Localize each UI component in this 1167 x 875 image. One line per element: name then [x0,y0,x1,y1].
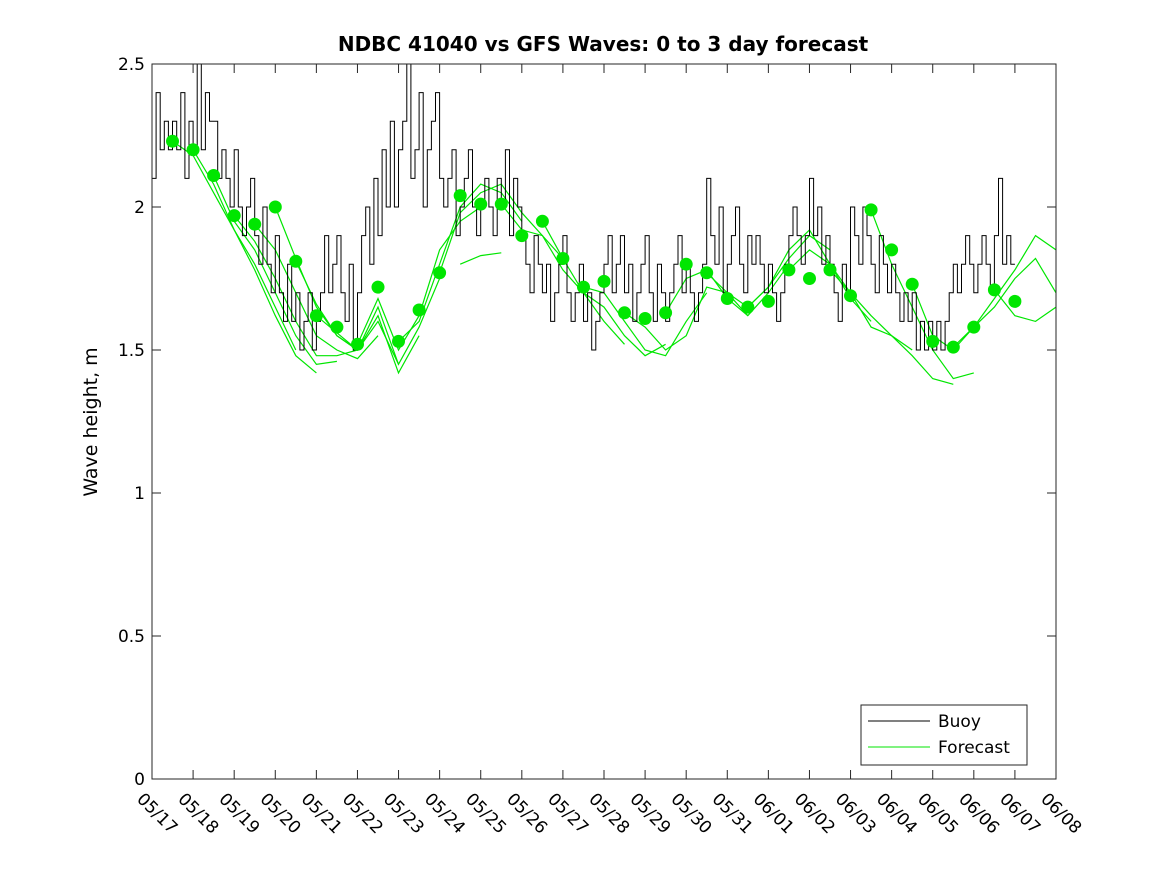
forecast-point [741,300,755,314]
forecast-point [207,169,221,182]
forecast-point [556,252,570,265]
forecast-point [577,280,590,294]
plot-area [152,63,1057,385]
forecast-point [946,340,960,354]
forecast-point [823,263,837,277]
y-tick-label: 1 [134,484,145,504]
forecast-point [186,143,200,157]
forecast-point [720,292,734,305]
forecast-point [227,209,241,223]
forecast-point [926,334,940,348]
forecast-point [844,289,857,303]
forecast-point [166,134,179,148]
forecast-point [905,277,919,291]
forecast-point [803,272,816,285]
forecast-point [679,257,693,271]
forecast-point [330,320,344,334]
y-tick-label: 0.5 [118,627,145,647]
y-tick-label: 2 [134,198,145,218]
forecast-point [515,229,529,243]
buoy-line [152,63,1015,351]
forecast-run-line [192,149,317,374]
forecast-point [371,280,385,294]
forecast-point [309,309,323,323]
y-tick-label: 2.5 [118,55,145,75]
forecast-point [289,254,303,268]
forecast-point [392,334,405,348]
forecast-point [659,306,673,320]
forecast-run-line [993,289,1057,323]
forecast-point [248,217,262,231]
forecast-point [412,303,426,317]
forecast-point [433,266,447,280]
legend-buoy-label: Buoy [938,712,981,732]
forecast-point [1008,294,1022,308]
forecast-point [453,189,467,203]
y-axis-label: Wave height, m [80,347,102,496]
forecast-point [782,263,796,277]
legend-forecast-label: Forecast [938,738,1010,758]
forecast-point [638,312,652,325]
forecast-point [597,274,611,288]
legend-box [860,704,1028,766]
forecast-point [535,214,549,228]
forecast-point [967,320,981,334]
forecast-point [885,243,899,257]
forecast-point [351,337,364,351]
y-tick-label: 1.5 [118,341,145,361]
forecast-point [987,283,1001,297]
forecast-point [761,294,775,308]
forecast-point [494,197,508,211]
forecast-point [700,266,714,280]
forecast-run-line [459,252,502,265]
chart-title: NDBC 41040 vs GFS Waves: 0 to 3 day fore… [338,32,869,56]
forecast-point [268,200,282,214]
forecast-point [864,203,878,217]
y-tick-label: 0 [134,770,145,790]
forecast-point [474,197,488,211]
forecast-point [618,306,631,320]
legend: Buoy Forecast [860,704,1028,766]
